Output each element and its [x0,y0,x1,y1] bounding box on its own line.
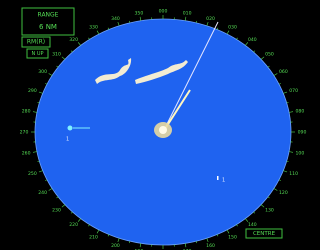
bearing-label: 300 [38,69,47,75]
bearing-label: 150 [228,234,237,240]
bearing-label: 140 [248,222,257,228]
bearing-label: 250 [28,171,37,177]
bearing-label: 270 [20,130,29,136]
bearing-label: 100 [295,151,304,157]
target-label: 1 [66,137,69,143]
bearing-label: 210 [89,234,98,240]
bearing-label: 280 [22,108,31,114]
own-ship [159,126,167,134]
bearing-label: 220 [69,222,78,228]
bearing-label: 000 [159,9,168,15]
bearing-label: 090 [298,130,307,136]
range-label: RANGE [38,12,59,19]
target [217,176,219,180]
bearing-label: 350 [134,10,143,16]
target [68,126,73,131]
bearing-label: 060 [279,69,288,75]
bearing-label: 010 [183,10,192,16]
bearing-label: 260 [22,151,31,157]
target-label: 1 [222,178,225,184]
bearing-label: 120 [279,190,288,196]
bearing-label: 340 [111,16,120,22]
range-value: 6 NM [39,23,57,31]
orientation: N UP [31,51,43,57]
bearing-label: 050 [265,52,274,58]
bearing-label: 240 [38,190,47,196]
bearing-label: 230 [52,207,61,213]
bearing-label: 310 [52,52,61,58]
motion-mode: RM(R) [27,39,45,46]
bearing-label: 070 [289,88,298,94]
bearing-label: 040 [248,37,257,43]
bearing-label: 030 [228,25,237,31]
bearing-label: 110 [289,171,298,177]
bearing-label: 330 [89,25,98,31]
centre-label: CENTRE [253,231,276,237]
radar-screen: 1 1 RANGE 6 NM RM(R) N UP CENTRE 000 010 0… [0,0,319,250]
bearing-label: 200 [111,243,120,249]
bearing-label: 320 [69,37,78,43]
bearing-label: 020 [206,16,215,22]
bearing-label: 290 [28,88,37,94]
bearing-label: 130 [265,207,274,213]
bearing-label: 160 [206,243,215,249]
bearing-label: 080 [295,108,304,114]
